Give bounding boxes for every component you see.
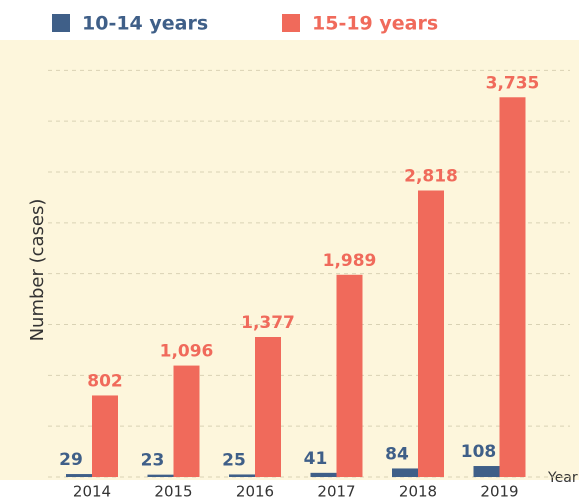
legend-label: 15-19 years [312,13,438,35]
y-axis-label: Number (cases) [27,199,48,342]
legend-label: 10-14 years [82,13,208,35]
data-label: 23 [141,451,165,471]
x-tick-label: 2016 [236,483,274,501]
plot-background [0,40,579,480]
chart: Number (cases) Year 10-14 years 15-19 yea… [0,0,579,502]
bar [392,468,418,477]
bar [311,473,337,477]
bar [500,97,526,477]
data-label: 41 [304,449,328,469]
data-label: 802 [87,371,123,391]
data-label: 2,818 [404,167,458,187]
x-tick-label: 2018 [399,483,437,501]
bar [474,466,500,477]
bar [148,475,174,477]
x-tick-label: 2015 [154,483,192,501]
data-label: 1,096 [160,342,214,362]
data-label: 29 [59,450,83,470]
x-tick-label: 2014 [73,483,111,501]
data-label: 25 [222,450,246,470]
x-tick-label: 2019 [480,483,518,501]
bar [174,366,200,477]
data-label: 108 [461,442,497,462]
x-tick-label: 2017 [317,483,355,501]
data-label: 1,989 [323,251,377,271]
data-label: 3,735 [486,73,540,93]
bar [229,474,255,477]
legend-swatch [52,14,70,32]
bar [92,395,118,477]
data-label: 1,377 [241,313,295,333]
x-axis-label: Year [547,470,578,486]
bar [337,275,363,477]
legend-swatch [282,14,300,32]
bar [255,337,281,477]
data-label: 84 [385,444,409,464]
bar [418,191,444,477]
bar [66,474,92,477]
